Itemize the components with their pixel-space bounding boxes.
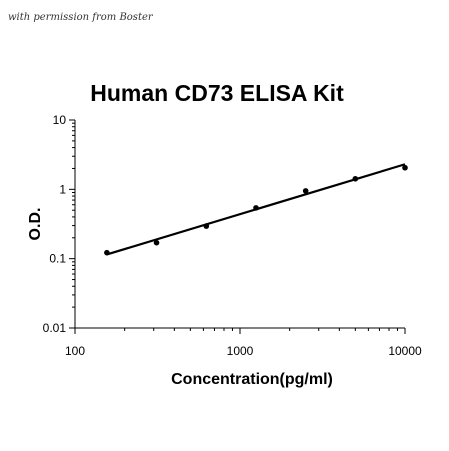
data-point	[352, 175, 359, 182]
data-point	[153, 239, 160, 246]
y-axis-label: O.D.	[27, 208, 44, 241]
chart-title: Human CD73 ELISA Kit	[90, 80, 344, 106]
y-tick-label: 0.01	[43, 321, 67, 335]
data-point	[402, 164, 408, 171]
x-tick-label: 1000	[227, 344, 254, 358]
data-point	[203, 223, 210, 229]
y-tick-label: 1	[59, 182, 66, 196]
data-point	[253, 205, 259, 211]
x-tick-label: 100	[65, 344, 85, 358]
data-point	[104, 249, 110, 256]
y-tick-label: 0.1	[49, 252, 66, 266]
x-axis-label: Concentration(pg/ml)	[171, 371, 333, 388]
x-tick-label: 10000	[388, 344, 422, 358]
permission-watermark: with permission from Boster	[8, 12, 154, 23]
data-point	[302, 188, 309, 194]
plot-area: 0.01 0.1 1 10 100 1000 10000	[43, 113, 422, 358]
y-tick-label: 10	[53, 113, 67, 127]
